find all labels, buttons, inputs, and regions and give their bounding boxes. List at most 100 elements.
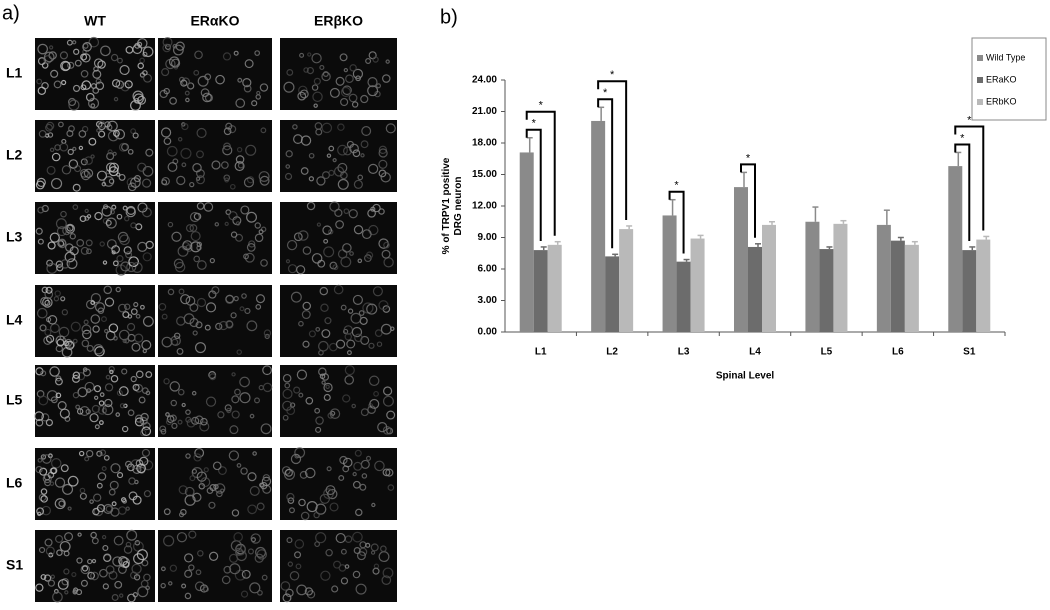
cell — [380, 545, 387, 553]
cell — [313, 77, 321, 85]
cell — [38, 129, 47, 138]
cell — [35, 465, 43, 474]
cell — [223, 142, 231, 151]
cell — [80, 246, 89, 255]
micrograph — [35, 448, 155, 520]
cell — [112, 129, 120, 137]
cell — [169, 564, 178, 572]
cell — [197, 550, 204, 557]
cell — [229, 425, 239, 435]
cell — [163, 378, 170, 385]
cell — [114, 580, 123, 589]
cell — [361, 229, 372, 240]
cell — [349, 64, 357, 72]
cell — [55, 218, 67, 230]
cell — [194, 342, 206, 354]
cell — [90, 571, 99, 581]
cell — [102, 544, 109, 552]
cell — [86, 344, 94, 352]
cell — [94, 346, 105, 357]
cell — [60, 296, 66, 302]
cell — [75, 404, 81, 410]
cell — [111, 593, 119, 601]
cell — [217, 411, 225, 419]
cell — [141, 448, 151, 457]
cell — [300, 135, 312, 146]
cell — [325, 384, 330, 390]
cell — [141, 559, 149, 567]
cell — [122, 338, 127, 344]
cell — [103, 553, 112, 562]
cell — [381, 575, 392, 586]
bar — [519, 152, 534, 332]
cell — [289, 402, 296, 408]
y-axis-label: % of TRPV1 positiveDRG neuron — [441, 157, 464, 254]
cell — [338, 475, 345, 481]
bar — [533, 250, 548, 332]
cell — [113, 96, 119, 102]
cell — [237, 77, 243, 83]
cell — [367, 77, 378, 88]
cell — [92, 87, 100, 94]
cell — [208, 501, 216, 509]
cell — [90, 154, 95, 159]
cell — [372, 56, 379, 63]
cell — [193, 69, 200, 76]
cell — [196, 127, 207, 139]
cell — [68, 159, 79, 169]
cell — [382, 468, 391, 477]
cell — [360, 153, 365, 158]
cell — [246, 211, 257, 223]
cell — [79, 215, 87, 223]
cell — [340, 86, 351, 98]
cell — [380, 172, 391, 183]
micrograph — [280, 38, 397, 110]
micrograph — [34, 365, 155, 437]
cell — [124, 338, 130, 344]
cell — [225, 122, 233, 130]
cell — [50, 396, 58, 404]
cell — [168, 581, 173, 586]
cell — [108, 178, 115, 184]
cell — [72, 84, 81, 92]
cell — [97, 60, 106, 69]
cell — [289, 571, 300, 581]
cell — [40, 454, 47, 460]
cell — [132, 132, 139, 139]
cell — [85, 299, 96, 310]
cell — [285, 259, 291, 264]
cell — [286, 537, 293, 544]
micrograph — [35, 529, 155, 603]
cell — [372, 203, 381, 213]
cell — [35, 180, 45, 190]
cell — [165, 412, 170, 417]
cell — [233, 532, 243, 542]
cell — [83, 168, 94, 179]
cell — [55, 392, 62, 399]
cell — [352, 531, 363, 543]
cell — [80, 69, 89, 78]
cell — [292, 124, 298, 130]
cell — [259, 83, 269, 92]
cell — [346, 339, 356, 349]
cell — [111, 245, 120, 254]
cell — [231, 410, 240, 419]
row-label: S1 — [6, 557, 23, 573]
cell — [108, 323, 119, 333]
cell — [133, 553, 145, 565]
cell — [254, 222, 261, 229]
cell — [342, 457, 353, 468]
cell — [361, 473, 368, 479]
cell — [189, 317, 199, 328]
cell — [53, 80, 62, 89]
cell — [117, 565, 127, 574]
cell — [89, 413, 99, 423]
cell — [84, 215, 90, 221]
cell — [321, 71, 331, 82]
cell — [50, 467, 58, 475]
cell — [178, 512, 185, 518]
cell — [37, 307, 48, 319]
cell — [178, 288, 185, 295]
cell — [64, 532, 74, 542]
cell — [35, 227, 43, 235]
